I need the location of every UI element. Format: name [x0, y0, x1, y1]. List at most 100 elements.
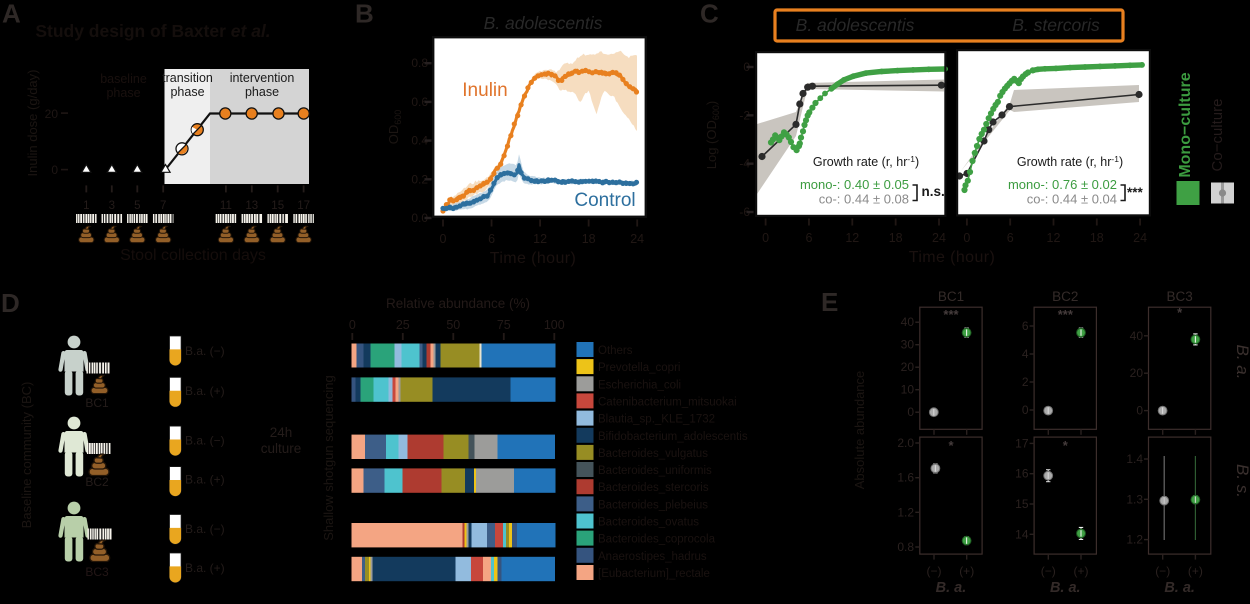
- svg-text:Control: Control: [574, 190, 635, 211]
- svg-text:0.0: 0.0: [411, 211, 428, 225]
- svg-text:14: 14: [1015, 527, 1029, 541]
- svg-text:24: 24: [932, 231, 946, 245]
- svg-text:Inulin dose (g/day): Inulin dose (g/day): [25, 70, 40, 177]
- svg-text:13: 13: [245, 200, 258, 212]
- svg-text:(−): (−): [1155, 564, 1170, 578]
- svg-text:75: 75: [497, 318, 511, 332]
- svg-text:mono-: 0.40 ± 0.05: mono-: 0.40 ± 0.05: [800, 177, 909, 192]
- svg-text:B.a. (+): B.a. (+): [185, 473, 225, 487]
- svg-text:BC3: BC3: [1167, 289, 1193, 304]
- svg-text:***: ***: [1127, 185, 1144, 200]
- svg-text:10: 10: [901, 383, 915, 397]
- svg-text:24h: 24h: [270, 425, 293, 440]
- svg-text:0.8: 0.8: [411, 56, 428, 70]
- svg-text:co-: 0.44 ± 0.08: co-: 0.44 ± 0.08: [819, 192, 909, 207]
- svg-text:Bacteroides_uniformis: Bacteroides_uniformis: [598, 465, 712, 477]
- svg-text:mono-: 0.76 ± 0.02: mono-: 0.76 ± 0.02: [1008, 177, 1117, 192]
- svg-text:0.8: 0.8: [897, 540, 914, 554]
- svg-text:50: 50: [446, 318, 460, 332]
- svg-text:culture: culture: [261, 441, 302, 456]
- svg-text:0: 0: [1022, 403, 1029, 417]
- svg-text:Mono−culture: Mono−culture: [1177, 72, 1194, 177]
- svg-text:co-: 0.44 ± 0.04: co-: 0.44 ± 0.04: [1027, 192, 1117, 207]
- svg-text:BC3: BC3: [85, 565, 109, 579]
- svg-text:(+): (+): [1074, 564, 1089, 578]
- svg-text:Time (hour): Time (hour): [490, 250, 577, 267]
- svg-text:phase: phase: [106, 86, 140, 100]
- svg-text:17: 17: [1015, 436, 1029, 450]
- svg-text:0: 0: [349, 318, 356, 332]
- svg-text:24: 24: [1133, 231, 1147, 245]
- svg-text:0: 0: [963, 231, 970, 245]
- svg-text:Bacteroides_ovatus: Bacteroides_ovatus: [598, 517, 699, 529]
- svg-text:phase: phase: [170, 85, 204, 99]
- svg-text:6: 6: [1007, 231, 1014, 245]
- svg-text:***: ***: [943, 307, 959, 322]
- svg-text:12: 12: [845, 231, 859, 245]
- svg-text:(−): (−): [927, 564, 942, 578]
- svg-text:B.a. (+): B.a. (+): [185, 561, 225, 575]
- svg-text:baseline: baseline: [100, 72, 147, 86]
- svg-text:B.a. (+): B.a. (+): [185, 384, 225, 398]
- svg-text:B.a. (−): B.a. (−): [185, 522, 225, 536]
- svg-text:B. adolescentis: B. adolescentis: [484, 13, 603, 33]
- svg-text:C: C: [700, 0, 719, 29]
- svg-text:3: 3: [109, 200, 115, 212]
- svg-text:Stool collection days: Stool collection days: [120, 247, 266, 264]
- svg-text:BC1: BC1: [85, 396, 109, 410]
- svg-text:0: 0: [1136, 404, 1143, 418]
- svg-text:B.a. (−): B.a. (−): [185, 344, 225, 358]
- svg-text:20: 20: [1130, 366, 1144, 380]
- svg-text:BC2: BC2: [1052, 289, 1078, 304]
- svg-text:6: 6: [805, 231, 812, 245]
- svg-text:100: 100: [544, 318, 565, 332]
- svg-text:7: 7: [160, 200, 166, 212]
- svg-text:Anaerostipes_hadrus: Anaerostipes_hadrus: [598, 551, 707, 563]
- svg-text:Inulin: Inulin: [462, 80, 507, 101]
- svg-text:Bacteroides_coprocola: Bacteroides_coprocola: [598, 534, 716, 546]
- svg-text:11: 11: [220, 200, 232, 212]
- svg-text:-6: -6: [739, 205, 750, 219]
- svg-text:Escherichia_coli: Escherichia_coli: [598, 379, 681, 391]
- svg-text:2: 2: [1022, 375, 1029, 389]
- svg-text:B. s.: B. s.: [1233, 464, 1250, 498]
- svg-text:[Eubacterium]_rectale: [Eubacterium]_rectale: [598, 568, 710, 580]
- svg-text:Shallow shotgun sequencing: Shallow shotgun sequencing: [321, 375, 336, 541]
- svg-text:B. a.: B. a.: [1050, 580, 1081, 596]
- svg-text:intervention: intervention: [230, 71, 295, 85]
- svg-text:Others: Others: [598, 345, 633, 357]
- svg-text:B. adolescentis: B. adolescentis: [796, 15, 915, 35]
- svg-text:20: 20: [901, 360, 915, 374]
- svg-text:0: 0: [440, 232, 447, 246]
- svg-text:2.0: 2.0: [897, 436, 914, 450]
- svg-text:Study design of Baxter et al.: Study design of Baxter et al.: [35, 21, 270, 41]
- svg-text:30: 30: [901, 338, 915, 352]
- svg-text:B. a.: B. a.: [1233, 345, 1250, 380]
- svg-text:Bacteroides_stercoris: Bacteroides_stercoris: [598, 482, 709, 494]
- svg-text:A: A: [2, 0, 21, 29]
- svg-text:25: 25: [396, 318, 410, 332]
- svg-text:Co−culture: Co−culture: [1209, 99, 1226, 172]
- svg-text:6: 6: [488, 232, 495, 246]
- svg-text:(−): (−): [1041, 564, 1056, 578]
- svg-text:0.2: 0.2: [411, 172, 428, 186]
- svg-text:17: 17: [297, 200, 310, 212]
- svg-text:5: 5: [134, 200, 140, 212]
- svg-text:Growth rate (r, hr-1): Growth rate (r, hr-1): [1017, 154, 1123, 169]
- svg-text:1.2: 1.2: [897, 505, 914, 519]
- svg-text:B. a.: B. a.: [936, 580, 967, 596]
- svg-text:1.4: 1.4: [1126, 452, 1143, 466]
- svg-text:B. stercoris: B. stercoris: [1012, 15, 1100, 35]
- svg-text:0: 0: [907, 405, 914, 419]
- svg-text:***: ***: [1058, 307, 1074, 322]
- svg-text:BC2: BC2: [85, 475, 109, 489]
- svg-text:B.a. (−): B.a. (−): [185, 434, 225, 448]
- svg-text:-2: -2: [739, 108, 750, 122]
- svg-text:Baseline community (BC): Baseline community (BC): [19, 382, 34, 529]
- svg-text:B: B: [355, 0, 374, 29]
- svg-text:Bacteroides_vulgatus: Bacteroides_vulgatus: [598, 448, 708, 460]
- svg-text:(+): (+): [1188, 564, 1203, 578]
- svg-text:E: E: [821, 287, 838, 317]
- svg-text:12: 12: [533, 232, 547, 246]
- svg-text:-4: -4: [739, 157, 750, 171]
